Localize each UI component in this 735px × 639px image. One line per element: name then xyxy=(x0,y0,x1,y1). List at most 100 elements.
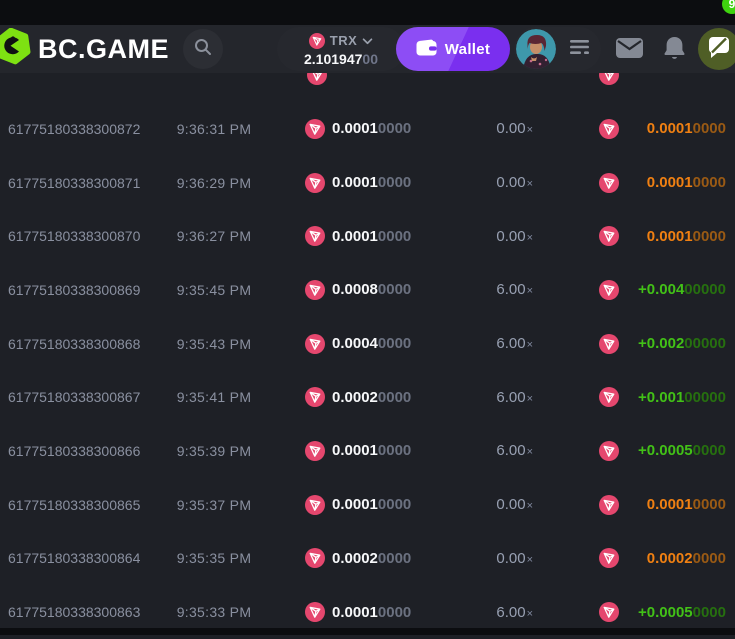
bet-time: 9:36:31 PM xyxy=(176,120,252,137)
bet-row[interactable]: 61775180338300869 9:35:45 PM 0.00080000 … xyxy=(0,263,735,317)
bet-id: 61775180338300867 xyxy=(8,389,141,406)
bet-multiplier: 0.00× xyxy=(496,227,533,245)
currency-label: TRX xyxy=(329,33,358,48)
avatar[interactable] xyxy=(516,29,556,69)
bet-payout: +0.00400000 xyxy=(533,279,726,300)
bcgame-logo-icon[interactable] xyxy=(0,27,33,68)
bet-row[interactable]: 61775180338300865 9:35:37 PM 0.00010000 … xyxy=(0,478,735,532)
bell-icon xyxy=(663,36,686,63)
balance-amount: 2.10194700 xyxy=(304,50,378,67)
bet-id: 61775180338300863 xyxy=(8,604,141,621)
trx-coin-icon xyxy=(305,279,325,300)
bet-time: 9:36:27 PM xyxy=(176,228,252,245)
bet-payout: +0.00050000 xyxy=(533,602,726,623)
bet-amount: 0.00080000 xyxy=(305,279,437,300)
bet-multiplier: 6.00× xyxy=(496,603,533,621)
bet-row[interactable]: 61775180338300867 9:35:41 PM 0.00020000 … xyxy=(0,370,735,424)
bet-time: 9:36:29 PM xyxy=(176,174,252,191)
trx-coin-icon xyxy=(305,494,325,515)
wallet-icon xyxy=(416,39,437,59)
trx-coin-icon xyxy=(599,548,619,569)
bet-id: 61775180338300869 xyxy=(8,281,141,298)
trx-coin-icon xyxy=(305,440,325,461)
notifications-button[interactable] xyxy=(659,27,689,71)
mail-button[interactable] xyxy=(612,27,646,71)
bet-payout: 0.00010000 xyxy=(533,494,726,515)
bet-multiplier: 0.00× xyxy=(496,549,533,567)
bet-row[interactable]: 61775180338300864 9:35:35 PM 0.00020000 … xyxy=(0,532,735,586)
bet-row[interactable]: 61775180338300866 9:35:39 PM 0.00010000 … xyxy=(0,424,735,478)
trx-coin-icon xyxy=(305,118,325,139)
bet-amount: 0.00010000 xyxy=(305,118,437,139)
menu-list-icon xyxy=(570,39,590,60)
balance-selector[interactable]: TRX 2.10194700 xyxy=(277,27,405,71)
bet-multiplier: 0.00× xyxy=(496,496,533,514)
bet-payout: 0.00010000 xyxy=(533,172,726,193)
trx-coin-icon xyxy=(599,279,619,300)
bet-payout: +0.00050000 xyxy=(533,440,726,461)
bet-time: 9:35:41 PM xyxy=(176,389,252,406)
bet-row[interactable]: 61775180338300863 9:35:33 PM 0.00010000 … xyxy=(0,585,735,639)
search-icon xyxy=(193,37,213,62)
trx-coin-icon xyxy=(305,387,325,408)
trx-coin-icon xyxy=(599,172,619,193)
bet-id: 61775180338300868 xyxy=(8,335,141,352)
trx-coin-icon xyxy=(599,333,619,354)
bet-row[interactable]: 61775180338300871 9:36:29 PM 0.00010000 … xyxy=(0,156,735,210)
bet-time: 9:35:33 PM xyxy=(176,604,252,621)
bet-amount: 0.00040000 xyxy=(305,333,437,354)
bet-table: 61775180338300872 9:36:31 PM 0.00010000 … xyxy=(0,102,735,639)
user-menu[interactable] xyxy=(514,27,601,71)
bet-id: 61775180338300871 xyxy=(8,174,141,191)
bet-multiplier: 6.00× xyxy=(496,335,533,353)
bet-payout: 0.00010000 xyxy=(533,118,726,139)
bet-time: 9:35:45 PM xyxy=(176,281,252,298)
bet-id: 61775180338300866 xyxy=(8,442,141,459)
bet-time: 9:35:35 PM xyxy=(176,550,252,567)
chat-unread-badge: 9 xyxy=(722,0,735,14)
trx-coin-icon xyxy=(599,440,619,461)
trx-coin-icon xyxy=(599,226,619,247)
bet-amount: 0.00020000 xyxy=(305,387,437,408)
trx-coin-icon xyxy=(599,118,619,139)
search-button[interactable] xyxy=(183,29,223,69)
bet-amount: 0.00010000 xyxy=(305,172,437,193)
trx-coin-icon xyxy=(305,548,325,569)
top-black-strip xyxy=(0,0,735,25)
bet-row[interactable]: 61775180338300868 9:35:43 PM 0.00040000 … xyxy=(0,317,735,371)
bet-id: 61775180338300872 xyxy=(8,120,141,137)
chat-icon xyxy=(707,35,731,64)
bet-payout: +0.00100000 xyxy=(533,387,726,408)
trx-coin-icon xyxy=(305,602,325,623)
bet-amount: 0.00010000 xyxy=(305,494,437,515)
brand-wordmark[interactable]: BC.GAME xyxy=(38,34,169,64)
bet-amount: 0.00020000 xyxy=(305,548,437,569)
chevron-down-icon xyxy=(362,32,373,50)
bet-amount: 0.00010000 xyxy=(305,226,437,247)
trx-coin-icon xyxy=(305,333,325,354)
bet-payout: 0.00010000 xyxy=(533,226,726,247)
bet-amount: 0.00010000 xyxy=(305,440,437,461)
trx-coin-icon xyxy=(599,602,619,623)
bet-time: 9:35:39 PM xyxy=(176,442,252,459)
bet-id: 61775180338300870 xyxy=(8,228,141,245)
trx-coin-icon xyxy=(599,494,619,515)
bottom-black-strip xyxy=(0,628,735,635)
bet-time: 9:35:37 PM xyxy=(176,496,252,513)
bet-id: 61775180338300865 xyxy=(8,496,141,513)
bet-payout: 0.00020000 xyxy=(533,548,726,569)
bet-row[interactable]: 61775180338300870 9:36:27 PM 0.00010000 … xyxy=(0,209,735,263)
bet-multiplier: 6.00× xyxy=(496,281,533,299)
bet-time: 9:35:43 PM xyxy=(176,335,252,352)
bet-row[interactable]: 61775180338300872 9:36:31 PM 0.00010000 … xyxy=(0,102,735,156)
chat-button[interactable] xyxy=(698,28,735,70)
wallet-button[interactable]: Wallet xyxy=(396,27,510,71)
bet-multiplier: 6.00× xyxy=(496,388,533,406)
trx-coin-icon xyxy=(599,387,619,408)
bet-amount: 0.00010000 xyxy=(305,602,437,623)
trx-coin-icon xyxy=(305,226,325,247)
trx-coin-icon xyxy=(308,32,325,49)
bet-id: 61775180338300864 xyxy=(8,550,141,567)
bet-multiplier: 0.00× xyxy=(496,174,533,192)
app-header: BC.GAME TRX 2.10194700 Wallet xyxy=(0,25,735,73)
